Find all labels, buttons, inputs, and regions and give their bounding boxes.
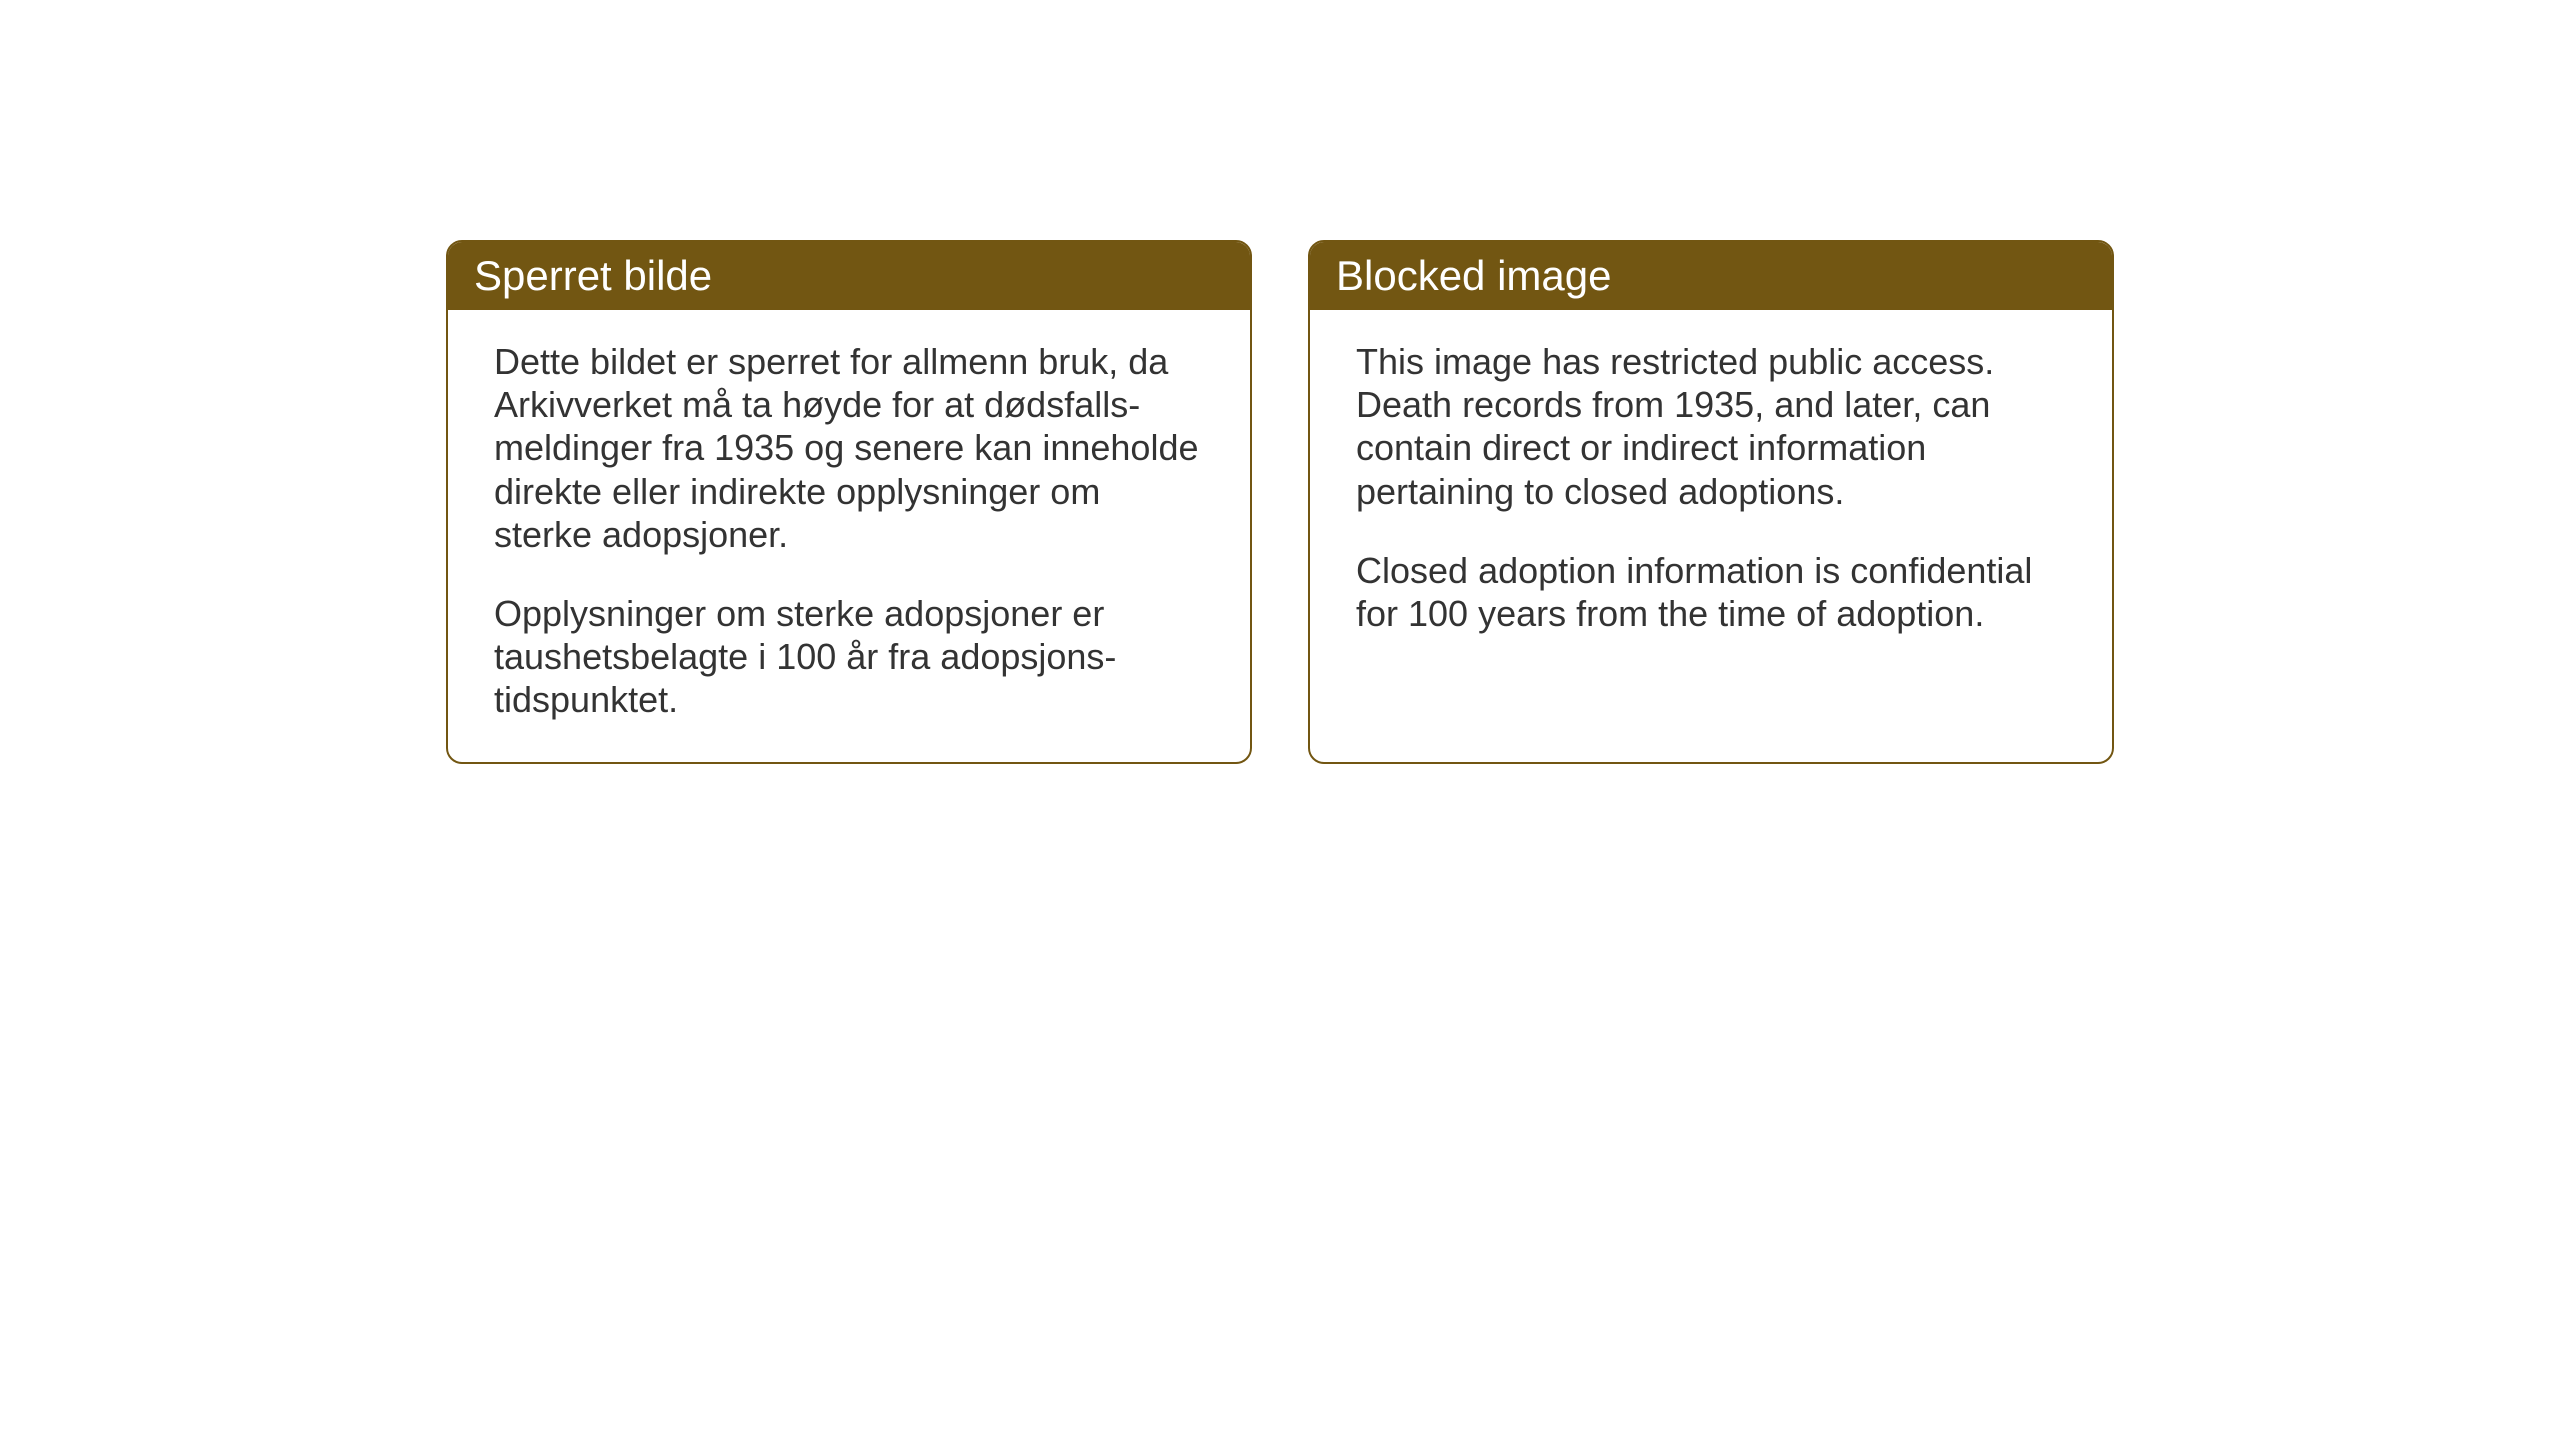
notice-container: Sperret bilde Dette bildet er sperret fo… [446,240,2114,764]
card-header-english: Blocked image [1310,242,2112,310]
card-body-norwegian: Dette bildet er sperret for allmenn bruk… [448,310,1250,762]
card-paragraph-2-english: Closed adoption information is confident… [1356,549,2066,635]
notice-card-english: Blocked image This image has restricted … [1308,240,2114,764]
card-title-norwegian: Sperret bilde [474,252,712,299]
card-paragraph-1-english: This image has restricted public access.… [1356,340,2066,513]
card-paragraph-1-norwegian: Dette bildet er sperret for allmenn bruk… [494,340,1204,556]
card-header-norwegian: Sperret bilde [448,242,1250,310]
card-title-english: Blocked image [1336,252,1611,299]
card-body-english: This image has restricted public access.… [1310,310,2112,675]
card-paragraph-2-norwegian: Opplysninger om sterke adopsjoner er tau… [494,592,1204,722]
notice-card-norwegian: Sperret bilde Dette bildet er sperret fo… [446,240,1252,764]
